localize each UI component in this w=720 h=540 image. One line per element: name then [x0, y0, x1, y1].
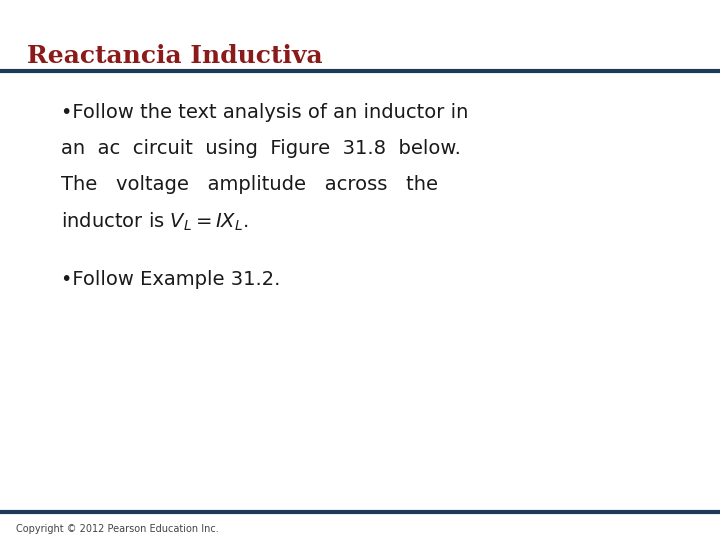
- Text: •Follow the text analysis of an inductor in: •Follow the text analysis of an inductor…: [61, 103, 469, 122]
- Text: Copyright © 2012 Pearson Education Inc.: Copyright © 2012 Pearson Education Inc.: [16, 524, 219, 534]
- Text: Reactancia Inductiva: Reactancia Inductiva: [27, 44, 323, 68]
- Text: inductor is $V_L = IX_L$.: inductor is $V_L = IX_L$.: [61, 211, 249, 233]
- Text: an  ac  circuit  using  Figure  31.8  below.: an ac circuit using Figure 31.8 below.: [61, 139, 461, 158]
- Text: •Follow Example 31.2.: •Follow Example 31.2.: [61, 270, 281, 289]
- Text: The   voltage   amplitude   across   the: The voltage amplitude across the: [61, 175, 438, 194]
